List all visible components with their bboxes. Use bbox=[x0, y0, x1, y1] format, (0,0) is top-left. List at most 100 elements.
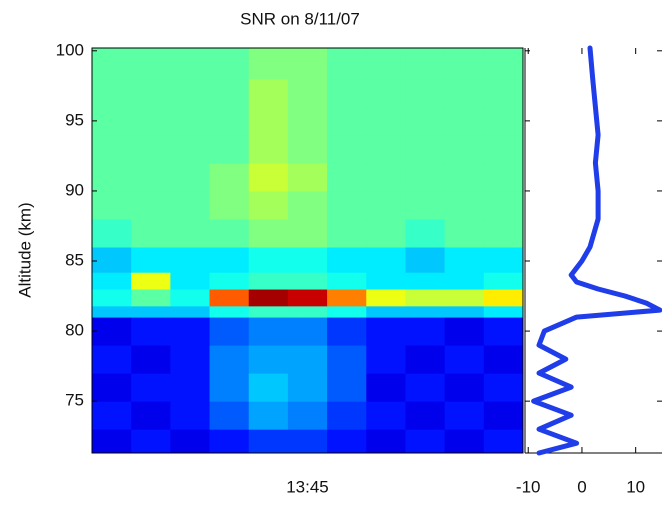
heat-cell bbox=[170, 134, 211, 164]
heat-cell bbox=[209, 246, 250, 273]
heat-cell bbox=[327, 106, 367, 136]
heat-cell bbox=[92, 272, 132, 290]
heat-cell bbox=[405, 106, 446, 136]
heat-cell bbox=[170, 305, 211, 318]
heat-cell bbox=[366, 289, 406, 307]
heat-cell bbox=[209, 162, 250, 192]
heat-cell bbox=[209, 134, 250, 164]
heat-cell bbox=[444, 162, 485, 192]
heat-cell bbox=[287, 218, 328, 248]
heat-cell bbox=[483, 106, 524, 136]
heat-cell bbox=[209, 289, 250, 307]
heat-cell bbox=[405, 373, 446, 402]
heat-cell bbox=[366, 305, 406, 318]
heat-cell bbox=[483, 401, 524, 430]
heat-cell bbox=[287, 246, 328, 273]
heat-cell bbox=[483, 78, 524, 108]
heat-cell bbox=[287, 106, 328, 136]
heat-cell bbox=[209, 401, 250, 430]
y-tick-label: 75 bbox=[65, 391, 84, 410]
heat-cell bbox=[131, 429, 171, 454]
heat-cell bbox=[327, 162, 367, 192]
heat-cell bbox=[327, 429, 367, 454]
heat-cell bbox=[248, 246, 289, 273]
y-tick-label: 90 bbox=[65, 180, 84, 199]
heat-cell bbox=[405, 48, 446, 80]
heat-cell bbox=[287, 272, 328, 290]
heat-cell bbox=[248, 162, 289, 192]
heat-cell bbox=[287, 162, 328, 192]
heat-cell bbox=[209, 78, 250, 108]
plot-frame bbox=[91, 47, 524, 454]
heat-cell bbox=[444, 345, 485, 374]
heat-cell bbox=[444, 218, 485, 248]
heat-cell bbox=[366, 134, 406, 164]
heat-cell bbox=[366, 429, 406, 454]
heat-cell bbox=[287, 289, 328, 307]
heat-cell bbox=[170, 48, 211, 80]
heat-cell bbox=[405, 162, 446, 192]
heat-cell bbox=[287, 345, 328, 374]
heat-cell bbox=[209, 190, 250, 220]
heat-cell bbox=[131, 401, 171, 430]
x-tick-label: 10 bbox=[626, 477, 645, 496]
heat-cell bbox=[327, 317, 367, 346]
heat-cell bbox=[444, 78, 485, 108]
heat-cell bbox=[248, 373, 289, 402]
heat-cell bbox=[170, 289, 211, 307]
heat-cell bbox=[327, 246, 367, 273]
heat-cell bbox=[366, 106, 406, 136]
heat-cell bbox=[92, 373, 132, 402]
heat-cell bbox=[366, 48, 406, 80]
heat-cell bbox=[92, 401, 132, 430]
heat-cell bbox=[209, 317, 250, 346]
heat-cell bbox=[483, 305, 524, 318]
heat-cell bbox=[92, 218, 132, 248]
heat-cell bbox=[444, 134, 485, 164]
heat-cell bbox=[287, 373, 328, 402]
heat-cell bbox=[483, 429, 524, 454]
heat-cell bbox=[170, 373, 211, 402]
heat-cell bbox=[444, 106, 485, 136]
heat-cell bbox=[483, 373, 524, 402]
heat-cell bbox=[248, 106, 289, 136]
x-tick-label: 13:45 bbox=[286, 477, 329, 496]
heat-cell bbox=[131, 48, 171, 80]
heat-cell bbox=[92, 289, 132, 307]
heat-cell bbox=[248, 218, 289, 248]
heat-cell bbox=[405, 429, 446, 454]
heat-cell bbox=[444, 289, 485, 307]
heat-cell bbox=[405, 134, 446, 164]
heat-cell bbox=[248, 345, 289, 374]
heat-cell bbox=[483, 289, 524, 307]
heat-cell bbox=[170, 106, 211, 136]
heat-cell bbox=[405, 218, 446, 248]
heat-cell bbox=[248, 289, 289, 307]
heat-cell bbox=[131, 78, 171, 108]
heat-cell bbox=[131, 345, 171, 374]
heat-cell bbox=[444, 48, 485, 80]
heat-cell bbox=[483, 190, 524, 220]
heat-cell bbox=[327, 345, 367, 374]
heat-cell bbox=[209, 429, 250, 454]
heat-cell bbox=[209, 345, 250, 374]
heat-cell bbox=[366, 272, 406, 290]
heat-cell bbox=[131, 272, 171, 290]
heat-cell bbox=[170, 78, 211, 108]
heat-cell bbox=[366, 373, 406, 402]
heat-cell bbox=[209, 48, 250, 80]
heat-cell bbox=[327, 134, 367, 164]
heat-cell bbox=[444, 305, 485, 318]
heat-cell bbox=[248, 190, 289, 220]
x-tick-label: -10 bbox=[516, 477, 541, 496]
heat-cell bbox=[209, 218, 250, 248]
heat-cell bbox=[131, 218, 171, 248]
heat-cell bbox=[92, 246, 132, 273]
heat-cell bbox=[131, 317, 171, 346]
heat-cell bbox=[209, 106, 250, 136]
heat-cell bbox=[483, 272, 524, 290]
chart-title: SNR on 8/11/07 bbox=[240, 9, 360, 28]
heat-cell bbox=[405, 305, 446, 318]
heat-cell bbox=[248, 317, 289, 346]
heat-cell bbox=[366, 218, 406, 248]
